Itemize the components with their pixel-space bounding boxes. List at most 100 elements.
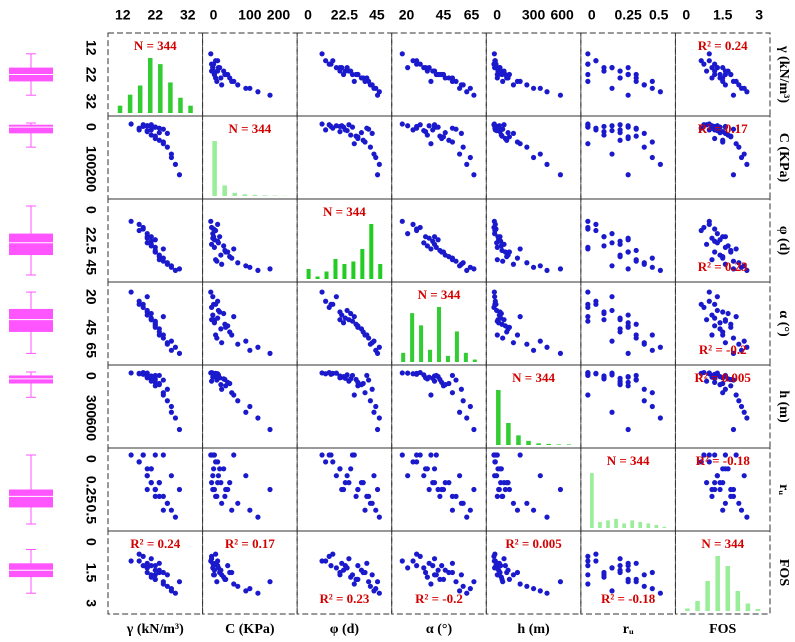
scatter-point — [617, 326, 623, 332]
scatter-point — [494, 572, 500, 578]
scatter-point — [494, 565, 500, 571]
scatter-point — [728, 247, 734, 254]
scatter-point — [641, 386, 647, 392]
scatter-point — [362, 569, 368, 576]
panel-frame — [674, 364, 771, 449]
scatter-point — [706, 289, 712, 295]
scatter-point — [267, 92, 273, 98]
scatter-point — [733, 452, 739, 458]
panel-frame — [107, 281, 204, 366]
scatter-point — [505, 567, 511, 573]
scatter-point — [617, 252, 623, 258]
scatter-point — [649, 403, 655, 410]
scatter-point — [215, 221, 221, 227]
panel-frame — [107, 32, 204, 117]
x-tick-label: 22 — [147, 7, 163, 23]
r2-annotation: R² = 0.005 — [505, 536, 562, 551]
histogram-bar — [725, 566, 731, 611]
scatter-point — [728, 493, 734, 499]
scatter-point — [557, 266, 564, 272]
y-tick-label: 0 — [83, 206, 99, 214]
scatter-point — [499, 321, 505, 327]
scatter-point — [733, 246, 739, 252]
scatter-point — [460, 82, 466, 88]
histogram-bar — [445, 355, 450, 362]
scatter-point — [424, 574, 430, 580]
scatter-point — [471, 579, 477, 585]
scatter-point — [730, 350, 737, 356]
panel-frame — [674, 198, 771, 283]
scatter-point — [514, 507, 521, 513]
scatter-point — [467, 154, 473, 161]
scatter-point — [720, 390, 726, 396]
scatter-point — [736, 144, 742, 150]
panel-frame — [202, 198, 298, 283]
scatter-point — [211, 244, 218, 250]
scatter-point — [491, 218, 497, 224]
scatter-point — [410, 459, 416, 465]
scatter-point — [728, 133, 734, 139]
scatter-point — [712, 301, 718, 307]
scatter-point — [168, 409, 174, 415]
scatter-point — [156, 493, 162, 499]
r2-annotation: R² = -0.2 — [699, 342, 747, 357]
scatter-point — [148, 127, 154, 133]
scatter-point — [722, 71, 729, 78]
y-tick-label: 200 — [83, 169, 99, 193]
histogram-bar — [428, 349, 433, 362]
scatter-point — [214, 335, 220, 341]
scatter-point — [376, 590, 382, 596]
scatter-point — [625, 567, 631, 573]
scatter-point — [500, 258, 506, 264]
x-tick-label: 45 — [369, 7, 385, 23]
scatter-point — [730, 266, 737, 272]
scatter-point — [208, 480, 215, 486]
scatter-point — [349, 124, 356, 130]
scatter-point — [353, 493, 359, 499]
scatter-point — [698, 58, 704, 64]
scatter-point — [430, 480, 436, 486]
scatter-point — [219, 82, 225, 88]
x-tick-label: 0.25 — [615, 7, 642, 23]
scatter-point — [148, 243, 154, 249]
scatter-point — [366, 126, 372, 132]
scatter-point — [421, 372, 427, 378]
scatter-point — [176, 172, 183, 178]
scatter-point — [211, 71, 218, 78]
scatter-point — [339, 486, 345, 493]
scatter-point — [736, 398, 742, 404]
scatter-point — [517, 581, 523, 587]
y-tick-label: 0 — [83, 538, 99, 546]
panel-frame — [485, 530, 582, 615]
scatter-point — [657, 161, 663, 167]
scatter-point — [717, 326, 723, 332]
scatter-point — [585, 51, 591, 57]
scatter-point — [502, 563, 508, 569]
panel-frame — [674, 32, 771, 117]
scatter-point — [399, 452, 405, 458]
scatter-point — [449, 78, 456, 84]
scatter-point — [492, 294, 498, 300]
scatter-point — [219, 500, 225, 506]
scatter-point — [369, 130, 375, 136]
x-tick-label: 32 — [180, 7, 196, 23]
r2-annotation: R² = 0.24 — [698, 38, 748, 53]
scatter-point — [136, 125, 142, 131]
scatter-point — [227, 480, 233, 486]
histogram-bar — [360, 249, 365, 279]
scatter-point — [217, 234, 223, 240]
scatter-point — [267, 486, 273, 493]
scatter-point — [494, 473, 500, 479]
box — [9, 489, 53, 508]
scatter-point — [229, 569, 235, 576]
scatter-point — [323, 459, 329, 465]
scatter-point — [164, 500, 170, 506]
scatter-point — [449, 560, 456, 566]
scatter-point — [366, 377, 372, 383]
scatter-point — [267, 266, 273, 272]
scatter-point — [593, 221, 599, 227]
scatter-point — [537, 151, 543, 157]
y-tick-label: 12 — [83, 40, 99, 56]
scatter-point — [221, 310, 227, 317]
scatter-point — [140, 304, 146, 310]
